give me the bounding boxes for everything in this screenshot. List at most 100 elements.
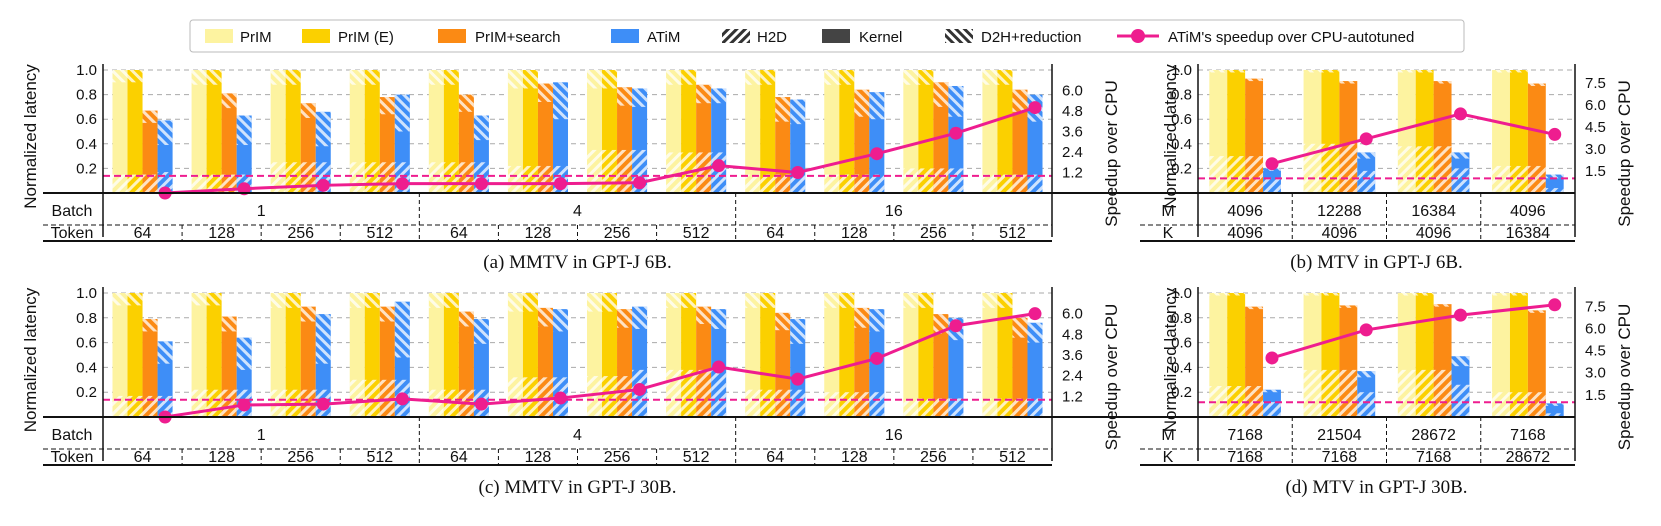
bar-segment-h2d xyxy=(379,162,395,193)
bar-segment-h2d xyxy=(127,174,143,193)
bar-segment-d2h xyxy=(300,306,316,322)
bar-segment-d2h xyxy=(270,293,286,308)
bar-segment-d2h xyxy=(1263,389,1281,393)
bar-segment-h2d xyxy=(1303,143,1322,193)
bar-segment-d2h xyxy=(236,115,252,146)
bar-prim-search xyxy=(933,314,949,417)
bar-segment-h2d xyxy=(1433,369,1452,417)
bar-segment-h2d xyxy=(839,392,855,417)
bar-segment-d2h xyxy=(775,97,791,122)
bar-segment-d2h xyxy=(364,70,380,85)
bar-segment-d2h xyxy=(775,312,791,331)
bar-segment-d2h xyxy=(473,115,489,141)
y2-tick-label: 4.8 xyxy=(1062,103,1083,120)
bar-segment-d2h xyxy=(1209,70,1228,73)
bar-segment-d2h xyxy=(997,293,1013,308)
bar-prim xyxy=(507,70,523,193)
bar-segment-h2d xyxy=(1433,146,1452,193)
table-row1-label: Batch xyxy=(52,203,93,220)
y2-tick-label: 2.4 xyxy=(1062,368,1083,385)
bar-segment-d2h xyxy=(206,293,222,306)
bar-prim-e- xyxy=(285,293,301,417)
table-row2-value: 16384 xyxy=(1506,225,1551,242)
bar-segment-h2d xyxy=(522,377,538,417)
y-tick-label: 1.0 xyxy=(1171,62,1192,79)
y-axis-label: Normalized latency xyxy=(21,287,40,432)
bar-segment-h2d xyxy=(903,168,919,193)
legend-item-prim: PrIM xyxy=(205,29,272,46)
y2-axis-label: Speedup over CPU xyxy=(1615,80,1634,226)
bar-atim xyxy=(948,317,964,417)
bar-segment-d2h xyxy=(711,309,727,329)
speedup-point xyxy=(633,176,647,190)
bar-prim xyxy=(903,293,919,417)
bar-segment-d2h xyxy=(1451,356,1470,367)
bar-segment-h2d xyxy=(824,174,840,193)
bar-segment-d2h xyxy=(552,309,569,332)
bar-segment-d2h xyxy=(602,293,618,312)
y2-tick-label: 4.5 xyxy=(1585,343,1606,360)
bar-segment-d2h xyxy=(315,111,331,147)
speedup-point xyxy=(237,398,251,412)
bar-segment-d2h xyxy=(1027,322,1043,343)
table-row2-value: 4096 xyxy=(1227,225,1263,242)
bar-segment-h2d xyxy=(1321,143,1340,193)
bar-segment-h2d xyxy=(428,162,444,193)
bar-segment-h2d xyxy=(127,395,143,417)
legend-label-prim-search: PrIM+search xyxy=(475,29,560,46)
bar-segment-d2h xyxy=(379,306,395,322)
bar-segment-h2d xyxy=(507,165,523,193)
bar-segment-h2d xyxy=(696,152,712,193)
bar-segment-d2h xyxy=(948,85,964,117)
bar-prim xyxy=(745,70,761,193)
panel-c: 0.2 0.4 0.6 0.8 1.0 1.2 2.4 3.6 4.8 6.0 Normalized… xyxy=(21,285,1121,498)
y-tick-label: 0.8 xyxy=(76,310,97,327)
speedup-point xyxy=(474,177,488,191)
bar-segment-d2h xyxy=(918,293,934,308)
legend-label-speedup: ATiM's speedup over CPU-autotuned xyxy=(1168,29,1414,46)
bar-segment-h2d xyxy=(191,174,207,193)
bar-segment-h2d xyxy=(775,389,791,417)
legend-item-d2h: D2H+reduction xyxy=(945,29,1081,46)
bar-segment-d2h xyxy=(127,293,143,306)
bar-segment-d2h xyxy=(854,89,870,117)
table-row2-value: 64 xyxy=(134,449,152,466)
bar-segment-h2d xyxy=(745,174,761,193)
y2-axis-label: Speedup over CPU xyxy=(1615,304,1634,450)
bar-segment-d2h xyxy=(522,293,538,312)
bar-prim-e- xyxy=(127,293,143,417)
bar-segment-h2d xyxy=(1027,398,1043,417)
speedup-point xyxy=(949,319,963,333)
bar-segment-h2d xyxy=(1451,168,1470,193)
table-row2-value: 7168 xyxy=(1227,449,1263,466)
bar-segment-d2h xyxy=(1415,70,1434,73)
bar-segment-d2h xyxy=(824,293,840,308)
bar-segment-d2h xyxy=(191,293,207,306)
bar-segment-h2d xyxy=(112,395,128,417)
y-tick-label: 0.8 xyxy=(1171,87,1192,104)
bar-segment-d2h xyxy=(1321,70,1340,73)
bar-segment-h2d xyxy=(142,395,158,417)
bar-segment-h2d xyxy=(270,162,286,193)
y2-tick-label: 1.5 xyxy=(1585,387,1606,404)
bar-segment-d2h xyxy=(1357,371,1376,378)
bar-prim-e- xyxy=(918,70,934,193)
bar-segment-h2d xyxy=(602,376,618,417)
bar-segment-d2h xyxy=(982,70,998,85)
bar-segment-d2h xyxy=(982,293,998,308)
bar-prim-e- xyxy=(522,70,538,193)
bar-segment-d2h xyxy=(1527,310,1546,313)
y-axis-label: Normalized latency xyxy=(21,64,40,209)
bar-segment-h2d xyxy=(617,149,633,193)
table-row2-value: 64 xyxy=(450,449,468,466)
bar-segment-d2h xyxy=(221,316,237,332)
bar-segment-h2d xyxy=(1012,398,1028,417)
speedup-point xyxy=(1548,127,1562,141)
bar-prim-search xyxy=(221,93,237,193)
bar-segment-d2h xyxy=(1415,293,1434,296)
bar-segment-h2d xyxy=(586,149,603,193)
bar-segment-h2d xyxy=(775,174,791,193)
table-row2-value: 128 xyxy=(525,449,552,466)
bar-segment-h2d xyxy=(982,398,998,417)
table-m-value: 4096 xyxy=(1227,203,1263,220)
